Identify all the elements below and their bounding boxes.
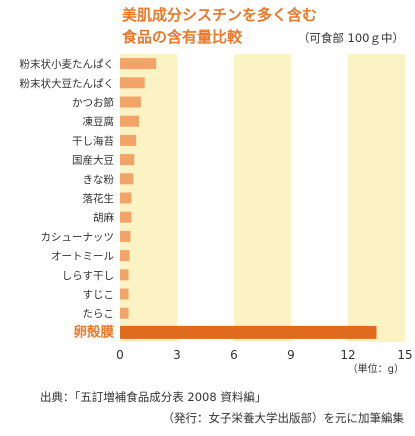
x-tick-label: 6 [230, 348, 238, 362]
category-label: 粉末状大豆たんぱく [20, 77, 115, 90]
bar-4 [120, 116, 139, 127]
background-band [234, 54, 291, 342]
x-tick-label: 15 [397, 348, 412, 362]
category-label: 粉末状小麦たんぱく [20, 58, 115, 71]
category-label: かつお節 [72, 96, 114, 109]
x-tick-label: 9 [287, 348, 295, 362]
x-tick-label: 0 [116, 348, 124, 362]
unit-label: （単位：g） [348, 362, 404, 375]
category-label: しらす干し [62, 270, 114, 282]
category-label: 干し海苔 [72, 134, 114, 147]
bar-9 [120, 212, 131, 223]
bar-1 [120, 58, 156, 69]
bar-15 [120, 326, 377, 339]
bar-13 [120, 289, 129, 300]
background-band [348, 54, 405, 342]
bar-11 [120, 250, 130, 261]
bar-5 [120, 135, 136, 146]
bar-6 [120, 154, 134, 165]
x-tick-label: 3 [173, 348, 181, 362]
chart-title-line-1: 美肌成分シスチンを多く含む [122, 6, 317, 24]
bar-3 [120, 97, 141, 108]
category-label: 卵殻膜 [74, 323, 115, 340]
source-line-1: 出典：「五訂増補食品成分表 2008 資料編」 [40, 390, 266, 404]
category-label: 凍豆腐 [83, 115, 115, 128]
chart-subtitle: （可食部 100ｇ中） [298, 31, 404, 45]
bar-2 [120, 77, 145, 88]
bar-12 [120, 269, 129, 280]
category-label: 落花生 [83, 192, 115, 205]
bar-7 [120, 173, 133, 184]
category-label: たらこ [83, 308, 115, 320]
category-label: 胡麻 [93, 211, 114, 224]
category-labels: 粉末状小麦たんぱく粉末状大豆たんぱくかつお節凍豆腐干し海苔国産大豆きな粉落花生胡… [20, 58, 115, 341]
x-axis-ticks: 0 3 6 9 12 15 [116, 348, 412, 362]
bar-10 [120, 231, 130, 242]
chart-title-line-2: 食品の含有量比較 [122, 28, 243, 46]
category-label: すじこ [83, 289, 115, 301]
category-label: 国産大豆 [72, 154, 114, 167]
background-bands [120, 54, 405, 342]
bar-8 [120, 193, 131, 204]
source-line-2: （発行：女子栄養大学出版部）を元に加筆編集 [163, 411, 405, 425]
category-label: オートミール [51, 251, 114, 263]
bar-14 [120, 308, 129, 319]
x-tick-label: 12 [340, 348, 355, 362]
category-label: きな粉 [83, 173, 115, 186]
category-label: カシューナッツ [41, 231, 115, 243]
